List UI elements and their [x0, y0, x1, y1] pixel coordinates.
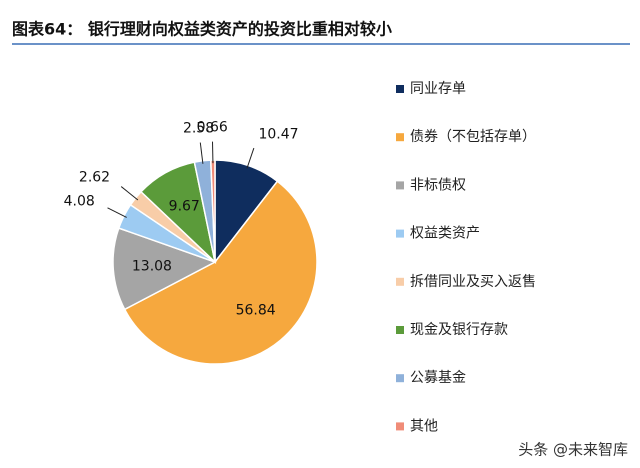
- legend-swatch: [396, 326, 404, 334]
- data-label: 56.84: [236, 302, 276, 318]
- legend-label: 同业存单: [410, 81, 466, 97]
- data-label: 13.08: [132, 259, 172, 275]
- leader-line: [246, 147, 255, 169]
- pie-slice: [112, 227, 217, 311]
- data-label: 10.47: [258, 127, 298, 143]
- data-label: 4.08: [64, 193, 95, 209]
- legend-swatch: [396, 277, 404, 286]
- leader-line: [107, 207, 127, 218]
- data-label: 2.58: [183, 120, 214, 136]
- data-label: 2.62: [79, 170, 110, 186]
- legend-swatch: [396, 422, 404, 431]
- legend-swatch: [396, 181, 404, 190]
- legend-swatch: [396, 85, 404, 93]
- leader-line: [120, 186, 139, 201]
- chart-title: 图表64： 银行理财向权益类资产的投资比重相对较小: [12, 20, 392, 39]
- legend-label: 公募基金: [410, 369, 466, 386]
- legend-label: 债券（不包括存单）: [410, 129, 536, 145]
- legend-label: 权益类资产: [410, 226, 480, 242]
- data-label: 0.66: [197, 119, 228, 135]
- leader-line: [199, 142, 204, 164]
- legend-label: 非标债权: [410, 177, 466, 193]
- pie-slice: [123, 180, 318, 365]
- legend-swatch: [396, 374, 404, 383]
- legend-swatch: [396, 229, 404, 238]
- legend-swatch: [396, 133, 404, 142]
- legend-label: 其他: [410, 418, 438, 434]
- data-label: 9.67: [169, 199, 200, 215]
- legend-label: 拆借同业及买入返售: [410, 274, 536, 290]
- watermark: 头条 @未来智库: [518, 441, 628, 459]
- legend-label: 现金及银行存款: [410, 322, 508, 338]
